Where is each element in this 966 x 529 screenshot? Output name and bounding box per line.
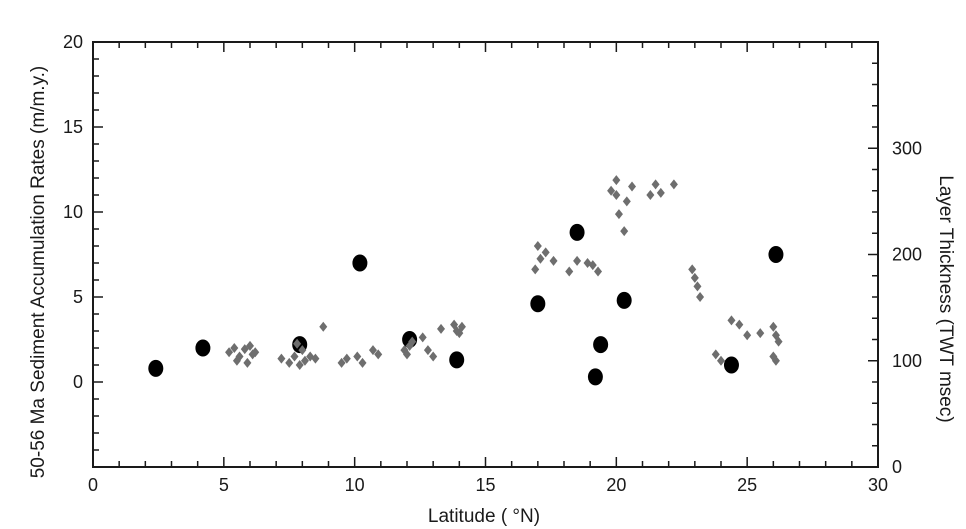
data-point-diamond [612, 190, 621, 200]
data-point-diamond [457, 321, 466, 332]
data-point-diamond [353, 351, 362, 362]
y2-tick-label: 300 [892, 138, 922, 158]
data-point-circle [530, 295, 546, 313]
data-point-diamond [607, 185, 616, 196]
data-point-diamond [243, 357, 252, 368]
x-tick-label: 10 [345, 475, 365, 495]
data-point-diamond [536, 253, 545, 264]
data-point-diamond [285, 357, 294, 368]
data-point-circle [723, 356, 739, 374]
data-point-diamond [277, 353, 286, 364]
x-tick-label: 25 [737, 475, 757, 495]
data-point-diamond [531, 264, 540, 275]
y-axis-left-title: 50-56 Ma Sediment Accumulation Rates (m/… [28, 66, 49, 479]
data-point-diamond [622, 196, 631, 207]
data-point-diamond [533, 241, 542, 251]
data-point-diamond [342, 353, 351, 364]
data-point-diamond [614, 209, 623, 220]
data-point-diamond [771, 355, 780, 366]
x-tick-label: 0 [88, 475, 98, 495]
data-point-diamond [656, 187, 665, 198]
data-point-diamond [769, 321, 778, 332]
data-point-diamond [549, 255, 558, 266]
y-tick-label: 10 [63, 202, 83, 222]
data-point-diamond [293, 338, 302, 349]
data-point-diamond [418, 332, 427, 343]
y2-tick-label: 0 [892, 457, 902, 477]
x-axis-title: Latitude ( °N) [428, 506, 540, 527]
data-point-diamond [300, 355, 309, 366]
data-point-diamond [437, 323, 446, 334]
data-point-circle [449, 351, 465, 369]
data-point-diamond [246, 340, 254, 351]
x-tick-label: 5 [219, 475, 229, 495]
data-point-diamond [298, 345, 307, 356]
data-point-diamond [717, 355, 725, 366]
data-point-diamond [429, 351, 438, 362]
data-point-diamond [541, 247, 550, 258]
y-axis-right-title: Layer Thickness (TWT msec) [935, 175, 956, 422]
y-tick-label: 20 [63, 32, 83, 52]
data-point-diamond [693, 281, 702, 292]
data-point-diamond [669, 179, 678, 190]
data-point-diamond [230, 343, 239, 353]
data-point-diamond [756, 328, 765, 339]
data-point-diamond [690, 272, 699, 283]
data-point-diamond [612, 175, 621, 186]
y-axis-right: 0 100 200 300 [868, 41, 922, 477]
data-marks [148, 175, 784, 386]
data-point-diamond [423, 345, 432, 356]
data-point-diamond [628, 181, 637, 192]
data-point-diamond [403, 349, 411, 360]
plot-frame [92, 41, 879, 468]
data-point-diamond [688, 264, 697, 275]
data-point-circle [352, 254, 368, 272]
data-point-diamond [408, 336, 417, 347]
x-axis: 0 5 10 15 20 25 30 [88, 42, 888, 495]
data-point-diamond [225, 347, 234, 358]
data-point-diamond [774, 336, 783, 347]
data-point-diamond [368, 345, 377, 356]
data-point-diamond [573, 255, 582, 266]
x-tick-label: 20 [606, 475, 626, 495]
data-point-diamond [711, 349, 720, 360]
data-point-circle [616, 291, 632, 309]
data-point-diamond [232, 355, 241, 366]
data-point-diamond [290, 351, 299, 362]
data-point-diamond [651, 179, 660, 190]
data-point-diamond [743, 330, 752, 341]
data-point-diamond [295, 360, 304, 370]
y-tick-label: 15 [63, 117, 83, 137]
x-tick-label: 30 [868, 475, 888, 495]
data-point-diamond [696, 292, 705, 302]
data-point-diamond [620, 226, 629, 237]
data-point-circle [587, 368, 603, 386]
data-point-diamond [337, 357, 346, 368]
data-point-diamond [565, 266, 574, 277]
y-tick-label: 5 [73, 287, 83, 307]
data-point-circle [195, 339, 211, 357]
data-point-diamond [594, 266, 603, 277]
data-point-diamond [735, 319, 744, 330]
x-tick-label: 15 [475, 475, 495, 495]
data-point-circle [593, 336, 609, 354]
data-point-diamond [588, 260, 597, 271]
plot-border [92, 41, 879, 468]
data-point-diamond [248, 349, 257, 360]
y-tick-label: 0 [73, 372, 83, 392]
data-point-diamond [319, 321, 328, 332]
data-point-diamond [727, 315, 736, 326]
y-axis-left: 0 5 10 15 20 [63, 32, 103, 468]
y2-tick-label: 200 [892, 245, 922, 265]
data-point-circle [768, 246, 784, 263]
data-point-diamond [646, 190, 655, 200]
data-point-diamond [311, 353, 320, 364]
data-point-diamond [374, 349, 383, 360]
data-point-diamond [358, 357, 367, 368]
data-point-circle [569, 223, 585, 241]
data-point-circle [148, 359, 164, 377]
y2-tick-label: 100 [892, 351, 922, 371]
